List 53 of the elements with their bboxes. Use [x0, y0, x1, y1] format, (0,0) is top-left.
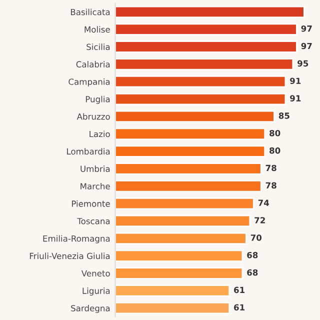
data-label: 72	[254, 217, 265, 224]
y-tick-label: Piemonte	[72, 200, 110, 207]
y-tick-label: Toscana	[77, 218, 110, 224]
data-label: 91	[290, 95, 301, 102]
bar	[115, 214, 251, 228]
data-label: 74	[258, 200, 270, 206]
data-label: 78	[266, 164, 276, 172]
bar	[115, 145, 266, 158]
y-tick-label: Liguria	[82, 288, 110, 296]
y-tick-label: Abruzzo	[76, 113, 110, 120]
bar	[115, 58, 294, 70]
data-label: 80	[270, 147, 280, 154]
data-label: 68	[247, 252, 258, 258]
bar	[115, 6, 305, 18]
y-tick-label: Campania	[68, 78, 110, 86]
data-label: 85	[278, 112, 290, 119]
bar	[115, 23, 298, 36]
bar	[115, 162, 262, 175]
bar	[115, 197, 254, 210]
bar	[115, 76, 286, 88]
y-tick-label: Lombardia	[67, 148, 110, 155]
bar	[115, 267, 244, 280]
bar	[115, 284, 230, 297]
bar	[115, 92, 286, 106]
y-tick-label: Basilicata	[70, 8, 110, 16]
data-label: 70	[250, 234, 262, 241]
y-tick-label: Umbria	[80, 166, 110, 172]
bar	[115, 232, 247, 244]
y-tick-label: Sicilia	[86, 44, 110, 50]
y-tick-label: Calabria	[76, 61, 110, 68]
data-label: 97	[301, 25, 312, 32]
bar	[115, 128, 266, 140]
data-label: 68	[247, 269, 258, 276]
bar	[115, 110, 275, 123]
y-tick-label: Emilia-Romagna	[43, 235, 110, 244]
data-label: 78	[266, 182, 276, 189]
bar	[115, 302, 230, 314]
y-tick-label: Sardegna	[71, 304, 110, 313]
data-label: 97	[301, 42, 312, 50]
y-tick-label: Marche	[80, 182, 110, 190]
bar	[115, 40, 298, 53]
bar	[115, 180, 262, 192]
data-label: 95	[298, 60, 308, 67]
y-tick-label: Puglia	[86, 96, 110, 104]
y-tick-label: Lazio	[90, 130, 110, 138]
data-label: 80	[270, 130, 280, 136]
data-label: 61	[234, 304, 245, 311]
bar	[115, 250, 244, 262]
y-tick-label: Molise	[84, 26, 110, 33]
data-label: 91	[290, 78, 301, 84]
y-tick-label: Veneto	[81, 270, 110, 277]
y-tick-label: Friuli-Venezia Giulia	[30, 252, 110, 260]
data-label: 61	[234, 286, 245, 294]
